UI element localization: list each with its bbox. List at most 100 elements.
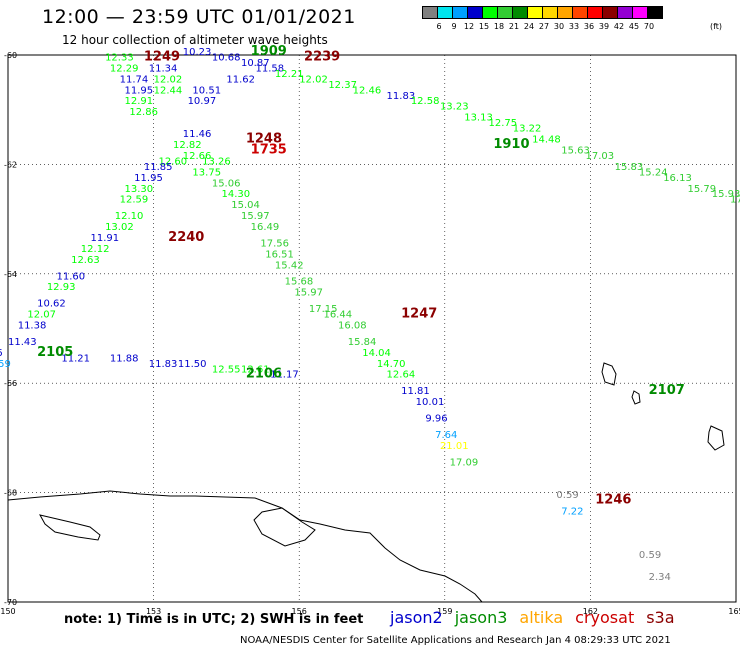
y-tick-label: -60 xyxy=(4,51,17,60)
x-tick-label: 156 xyxy=(292,607,307,616)
legend-label: 24 xyxy=(523,22,535,31)
legend-label: 12 xyxy=(463,22,475,31)
wave-height-value: 11.58 xyxy=(256,63,285,74)
legend-color-bar xyxy=(422,6,740,19)
wave-height-value: 11.43 xyxy=(8,337,37,348)
wave-height-value: 12.46 xyxy=(353,85,382,96)
wave-height-value: 13.13 xyxy=(464,113,493,124)
wave-height-value: 13.23 xyxy=(440,102,469,113)
map-gridlines xyxy=(7,54,737,603)
wave-height-value: 16.49 xyxy=(251,222,280,233)
y-tick-label: -62 xyxy=(4,160,17,169)
wave-height-value: 12.93 xyxy=(47,282,76,293)
wave-height-value: 15.42 xyxy=(275,260,304,271)
pass-time-label: 2106 xyxy=(246,367,282,382)
wave-height-value: 11.46 xyxy=(183,129,212,140)
map-frame xyxy=(7,54,737,603)
wave-height-value: 15.04 xyxy=(231,200,260,211)
wave-height-value: 12.86 xyxy=(129,107,158,118)
wave-height-value: 16.44 xyxy=(323,310,352,321)
legend-unit: (ft) xyxy=(710,22,723,31)
satellite-altika: altika xyxy=(519,608,564,627)
wave-height-value: 12.33 xyxy=(105,52,134,63)
x-tick-label: 165 xyxy=(728,607,740,616)
satellite-legend: jason2 jason3 altika cryosat s3a xyxy=(390,608,687,627)
wave-height-value: 11.62 xyxy=(226,74,255,85)
wave-height-value: 12.37 xyxy=(328,80,357,91)
satellite-jason3: jason3 xyxy=(454,608,508,627)
wave-height-value: 13.26 xyxy=(202,156,231,167)
wave-height-value: 21.01 xyxy=(440,441,469,452)
wave-height-value: 12.21 xyxy=(275,69,304,80)
pass-time-label: 1246 xyxy=(595,493,631,508)
wave-height-value: 11.95 xyxy=(124,85,153,96)
map-title: 12:00 — 23:59 UTC 01/01/2021 xyxy=(42,6,356,28)
legend-label: 39 xyxy=(598,22,610,31)
legend-label: 9 xyxy=(451,22,457,31)
wave-height-value: 17.56 xyxy=(260,238,289,249)
legend-label: 33 xyxy=(568,22,580,31)
wave-height-value: 13.02 xyxy=(105,222,134,233)
pass-time-label: 1249 xyxy=(144,49,180,64)
wave-height-value: 12.60 xyxy=(158,156,187,167)
legend-label: 21 xyxy=(508,22,520,31)
wave-height-value: 12.02 xyxy=(299,74,328,85)
satellite-jason2: jason2 xyxy=(390,608,443,627)
wave-height-value: 13.30 xyxy=(124,184,153,195)
wave-height-value: 15.79 xyxy=(687,184,716,195)
wave-height-value: 10.68 xyxy=(212,52,241,63)
wave-height-value: 7.22 xyxy=(561,506,583,517)
wave-height-value: 12.59 xyxy=(120,195,149,206)
wave-height-value: 15.97 xyxy=(294,288,323,299)
wave-height-value: 10.66 xyxy=(0,348,3,359)
wave-height-value: 15.83 xyxy=(615,162,644,173)
wave-height-value: 12.61 xyxy=(241,364,270,375)
legend-labels: (ft) 6 9 12 15 18 21 24 27 30 33 36 39 42 45 70 xyxy=(422,22,740,34)
wave-height-value: 11.21 xyxy=(61,353,90,364)
wave-height-value: 13.22 xyxy=(513,124,542,135)
wave-height-value: 14.70 xyxy=(377,359,406,370)
pass-time-label: 2239 xyxy=(304,49,340,64)
pass-time-label: 2105 xyxy=(37,345,73,360)
wave-height-value: 10.23 xyxy=(183,47,212,58)
y-tick-label: -68 xyxy=(4,489,17,498)
wave-height-value: 15.84 xyxy=(348,337,377,348)
legend-label: 45 xyxy=(628,22,640,31)
wave-height-value: 15.68 xyxy=(285,277,314,288)
pass-time-label: 1909 xyxy=(251,44,287,59)
wave-height-value: 10.51 xyxy=(192,85,221,96)
wave-height-value: 7.59 xyxy=(0,359,11,370)
wave-height-value: 11.88 xyxy=(110,353,139,364)
pass-time-label: 1910 xyxy=(493,137,529,152)
wave-height-value: 14.48 xyxy=(532,135,561,146)
wave-height-value: 12.82 xyxy=(173,140,202,151)
pass-time-label: 1247 xyxy=(401,307,437,322)
satellite-cryosat: cryosat xyxy=(575,608,635,627)
wave-height-value: 10.01 xyxy=(416,397,445,408)
wave-height-value: 15.63 xyxy=(561,145,590,156)
wave-height-value: 12.64 xyxy=(387,370,416,381)
wave-height-value: 12.63 xyxy=(71,255,100,266)
wave-height-value: 10.62 xyxy=(37,299,66,310)
antarctic-coastline xyxy=(7,490,483,603)
pass-time-label: 2107 xyxy=(649,383,685,398)
wave-height-value: 12.75 xyxy=(488,118,517,129)
wave-height-value: 0.59 xyxy=(556,490,578,501)
island-1 xyxy=(601,362,617,386)
legend-label: 18 xyxy=(493,22,505,31)
wave-height-value: 11.17 xyxy=(270,370,299,381)
wave-height-value: 11.85 xyxy=(144,162,173,173)
wave-height-value: 15.24 xyxy=(639,167,668,178)
island-2 xyxy=(631,390,641,405)
wave-height-value: 17.15 xyxy=(309,304,338,315)
wave-height-value: 16.08 xyxy=(338,321,367,332)
wave-height-value: 11.50 xyxy=(178,359,207,370)
wave-height-value: 12.91 xyxy=(124,96,153,107)
wave-height-value: 11.81 xyxy=(401,386,430,397)
x-tick-label: 150 xyxy=(0,607,15,616)
wave-height-value: 11.83 xyxy=(149,359,178,370)
y-tick-label: -64 xyxy=(4,270,17,279)
satellite-s3a: s3a xyxy=(646,608,675,627)
